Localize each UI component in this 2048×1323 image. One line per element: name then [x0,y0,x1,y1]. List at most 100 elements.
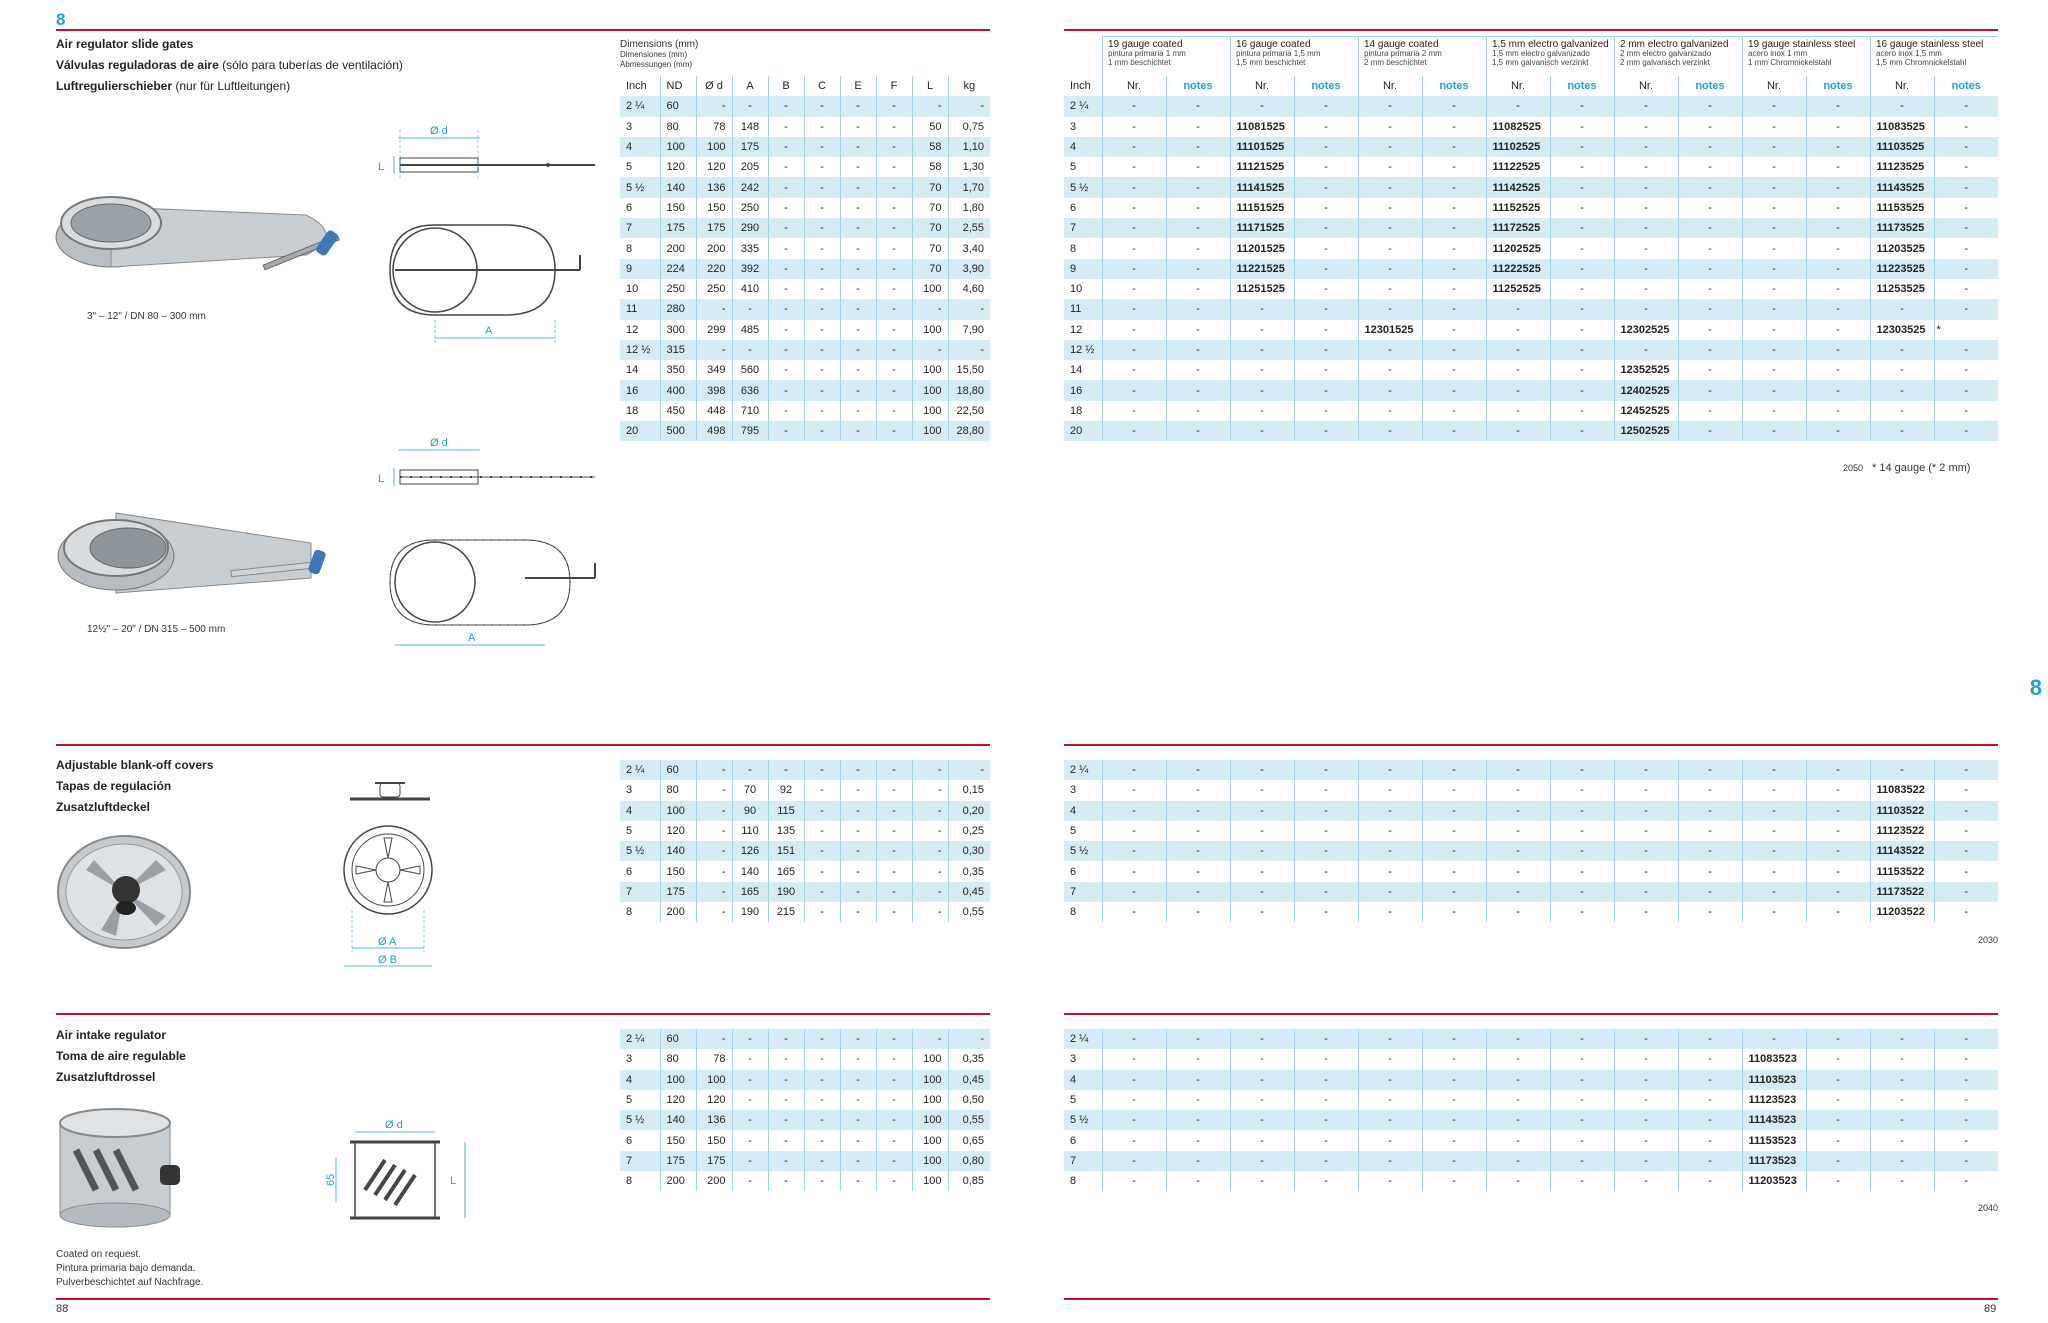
s2-art-cell: - [1933,881,1998,903]
material-group-subtitle-es: 2 mm electro galvanizado [1620,49,1712,58]
col-nr: Nr. [1485,76,1550,97]
article-number: 11083525 [1869,116,1934,137]
s3-art-cell: - [1165,1171,1230,1192]
s2-art-cell: - [1741,861,1806,882]
article-number: 12402525 [1613,380,1678,401]
s1-art-cell: - [1357,380,1422,401]
slide-gate-large-front-drawing: A [389,539,596,646]
s1-dim-cell: - [875,218,912,239]
s2-dim-cell: 70 [731,780,768,801]
s2-art-cell: - [1357,861,1422,882]
material-group-header: 19 gauge stainless steel acero inox 1 mm 1… [1748,40,1870,68]
s3-art-cell: - [1613,1049,1678,1070]
article-number: 11253525 [1869,278,1934,300]
s2-dim-cell: 120 [659,820,696,842]
s1-art-cell: - [1805,278,1870,300]
s3-art-cell: - [1101,1171,1166,1192]
s1-dim-cell: 60 [659,96,696,117]
s3-dim-cell: - [767,1150,804,1172]
material-group-subtitle-de: 1,5 mm beschichtet [1236,58,1306,67]
s1-art-cell: - [1485,360,1550,381]
s2-art-cell: 3 [1070,784,1077,797]
s1-dim-cell: 398 [695,380,732,401]
article-number: 11173522 [1869,881,1934,903]
s1-dim-cell: 78 [695,116,732,137]
s1-art-cell: - [1101,380,1166,401]
s2-art-cell: - [1549,902,1614,923]
article-number: 11101525 [1229,136,1294,158]
s2-art-cell: - [1869,760,1934,781]
s2-art-cell: - [1357,760,1422,781]
col-inch: Inch [1070,80,1091,93]
s1-dim-cell: 6 [626,201,633,214]
s3-art-cell: - [1357,1171,1422,1192]
s1-dim-cell: - [839,400,876,422]
s2-dim-cell: - [839,861,876,882]
s3-art-cell: - [1165,1029,1230,1050]
article-number: 11103523 [1741,1069,1806,1090]
s1-dim-cell: 50 [911,116,948,137]
s1-art-cell: - [1421,380,1486,401]
s2-dim-cell: 60 [659,760,696,781]
s1-art-cell: - [1357,258,1422,279]
s2-dim-cell: - [911,841,948,862]
s2-art-cell: - [1293,841,1358,862]
s2-dim-cell: 80 [659,780,696,801]
s3-art-cell: - [1933,1150,1998,1172]
s3-art-cell: 3 [1070,1053,1077,1066]
material-group-subtitle-es: acero inox 1 mm [1748,49,1808,58]
s2-dim-label-b: Ø B [378,954,397,966]
s1-art-cell: - [1549,400,1614,422]
s2-dim-cell: 150 [659,861,696,882]
s1-art-cell: - [1165,400,1230,422]
s1-art-cell: - [1293,96,1358,117]
s1-art-cell: - [1165,258,1230,279]
s1-dim-cell: 8 [626,242,633,255]
s1-art-cell: - [1165,319,1230,340]
article-number: 11083522 [1869,780,1934,801]
s1-dim-cell: - [767,319,804,340]
article-number: 11221525 [1229,258,1294,279]
s2-dim-cell: 190 [767,881,804,903]
s1-code: 2050 [1843,463,1864,473]
s2-art-cell: - [1101,861,1166,882]
s3-dim-cell: - [767,1069,804,1090]
s1-art-cell: - [1613,136,1678,158]
s1-art-cell: 11 [1064,299,1102,320]
s1-art-cell: - [1677,258,1742,279]
s1-dim-cell: 100 [911,360,948,381]
s1-art-cell: - [1741,319,1806,340]
s3-art-cell: - [1485,1110,1550,1131]
s1-art-cell: - [1165,116,1230,137]
s1-art-cell: - [1357,157,1422,178]
table-row: 5- -11121525- - -11122525- - - - -11123525- [1064,157,1998,178]
s2-dim-cell: 190 [731,902,768,923]
s2-dim-cell: - [839,902,876,923]
s2-art-cell: - [1101,881,1166,903]
s2-art-cell: - [1357,820,1422,842]
s3-art-cell: - [1421,1089,1486,1111]
s1-dim-col-header: E [839,76,876,97]
s3-art-cell: - [1101,1029,1166,1050]
table-row: 6- - - - - - - - - -11153523- - - [1064,1130,1998,1151]
s1-large-dim-label-l: L [378,473,384,485]
s1-dim-cell: 200 [659,238,696,259]
s2-dim-cell: - [803,820,840,842]
s1-dim-cell: - [875,339,912,361]
s3-art-cell: 2 ¼ [1064,1029,1102,1050]
s3-art-cell: - [1293,1171,1358,1192]
s2-art-cell: - [1293,902,1358,923]
s1-art-cell: - [1165,96,1230,117]
s1-dim-cell: 70 [911,197,948,219]
article-number: 11121525 [1229,157,1294,178]
blank-off-cover-side-drawing [350,782,430,801]
article-number: 11251525 [1229,278,1294,300]
table-row: 5 ½ - -11141525- - -11142525- - - - -11143525- [1064,177,1998,198]
s2-art-cell: 7 [1064,881,1102,903]
s3-dim-cell: - [767,1110,804,1131]
s3-dim-cell: - [695,1029,732,1050]
s1-dim-cell: - [767,380,804,401]
s3-art-cell: - [1485,1029,1550,1050]
s1-dim-cell: 300 [659,319,696,340]
s3-art-cell: - [1357,1089,1422,1111]
